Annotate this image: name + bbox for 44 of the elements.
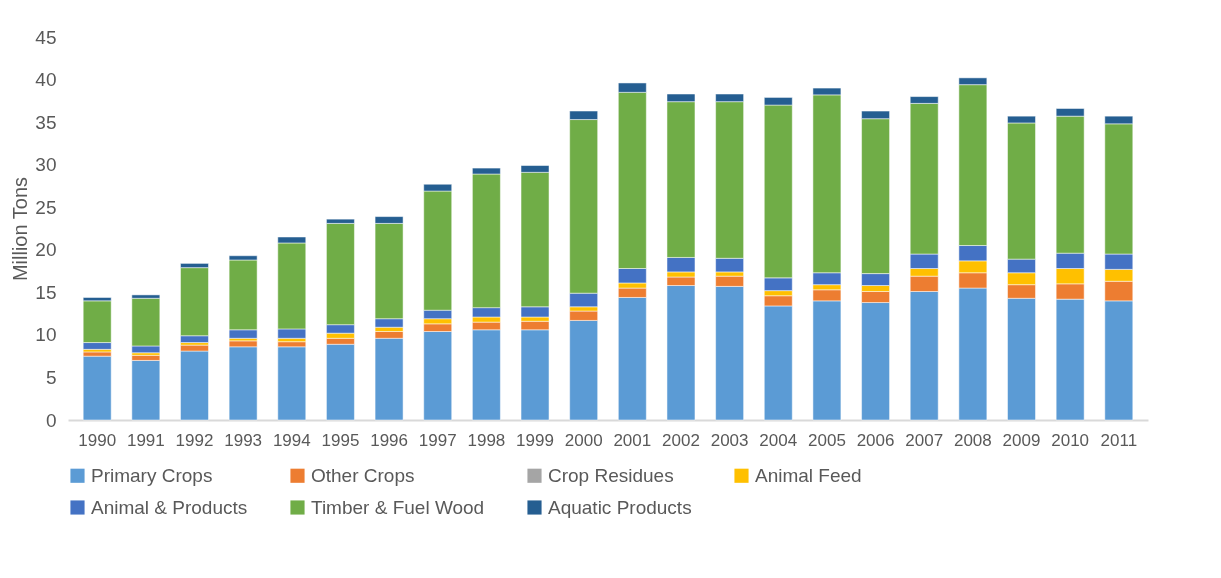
x-tick-label: 1997 <box>418 430 457 450</box>
y-tick-label: 5 <box>45 366 57 388</box>
x-tick-label: 2000 <box>564 430 603 450</box>
bar <box>131 360 161 421</box>
x-tick-label: 2009 <box>1002 430 1041 450</box>
x-tick-label: 1990 <box>78 430 117 450</box>
legend-label: Aquatic Products <box>548 496 692 518</box>
legend-label: Timber & Fuel Wood <box>311 496 485 518</box>
bar <box>277 346 307 421</box>
x-tick-label: 2002 <box>662 430 700 450</box>
x-tick-label: 2006 <box>856 430 895 450</box>
bar <box>82 355 112 421</box>
x-tick-label: 2007 <box>905 430 944 450</box>
bar <box>180 350 209 421</box>
x-tick-label: 1993 <box>224 430 263 450</box>
legend-label: Other Crops <box>311 464 415 486</box>
y-tick-label: 10 <box>35 324 57 346</box>
x-tick-label: 2003 <box>710 430 749 450</box>
legend-label: Animal & Products <box>91 496 248 518</box>
x-tick-label: 2010 <box>1051 430 1090 450</box>
legend-label: Primary Crops <box>91 464 213 486</box>
y-tick-label: 35 <box>35 111 57 133</box>
y-tick-label: 25 <box>35 196 57 218</box>
x-tick-label: 1994 <box>272 430 311 450</box>
x-tick-label: 2004 <box>759 430 798 450</box>
x-tick-label: 1995 <box>321 430 360 450</box>
y-tick-label: 40 <box>35 69 57 91</box>
legend-label: Crop Residues <box>548 464 674 486</box>
x-tick-label: 1998 <box>467 430 506 450</box>
x-tick-label: 1999 <box>516 430 554 450</box>
legend-label: Animal Feed <box>755 464 862 486</box>
y-tick-label: 30 <box>35 154 57 176</box>
y-axis-title: Million Tons <box>9 176 32 282</box>
y-tick-label: 45 <box>35 26 57 48</box>
y-tick-label: 20 <box>35 239 57 261</box>
x-tick-label: 1991 <box>126 430 165 450</box>
x-tick-label: 2005 <box>808 430 846 450</box>
x-tick-label: 1996 <box>370 430 408 450</box>
x-tick-label: 1992 <box>175 430 214 450</box>
x-tick-label: 2011 <box>1100 430 1138 450</box>
y-tick-label: 15 <box>35 281 57 303</box>
x-tick-label: 2001 <box>613 430 652 450</box>
x-tick-label: 2008 <box>953 430 992 450</box>
y-tick-label: 0 <box>45 409 57 431</box>
